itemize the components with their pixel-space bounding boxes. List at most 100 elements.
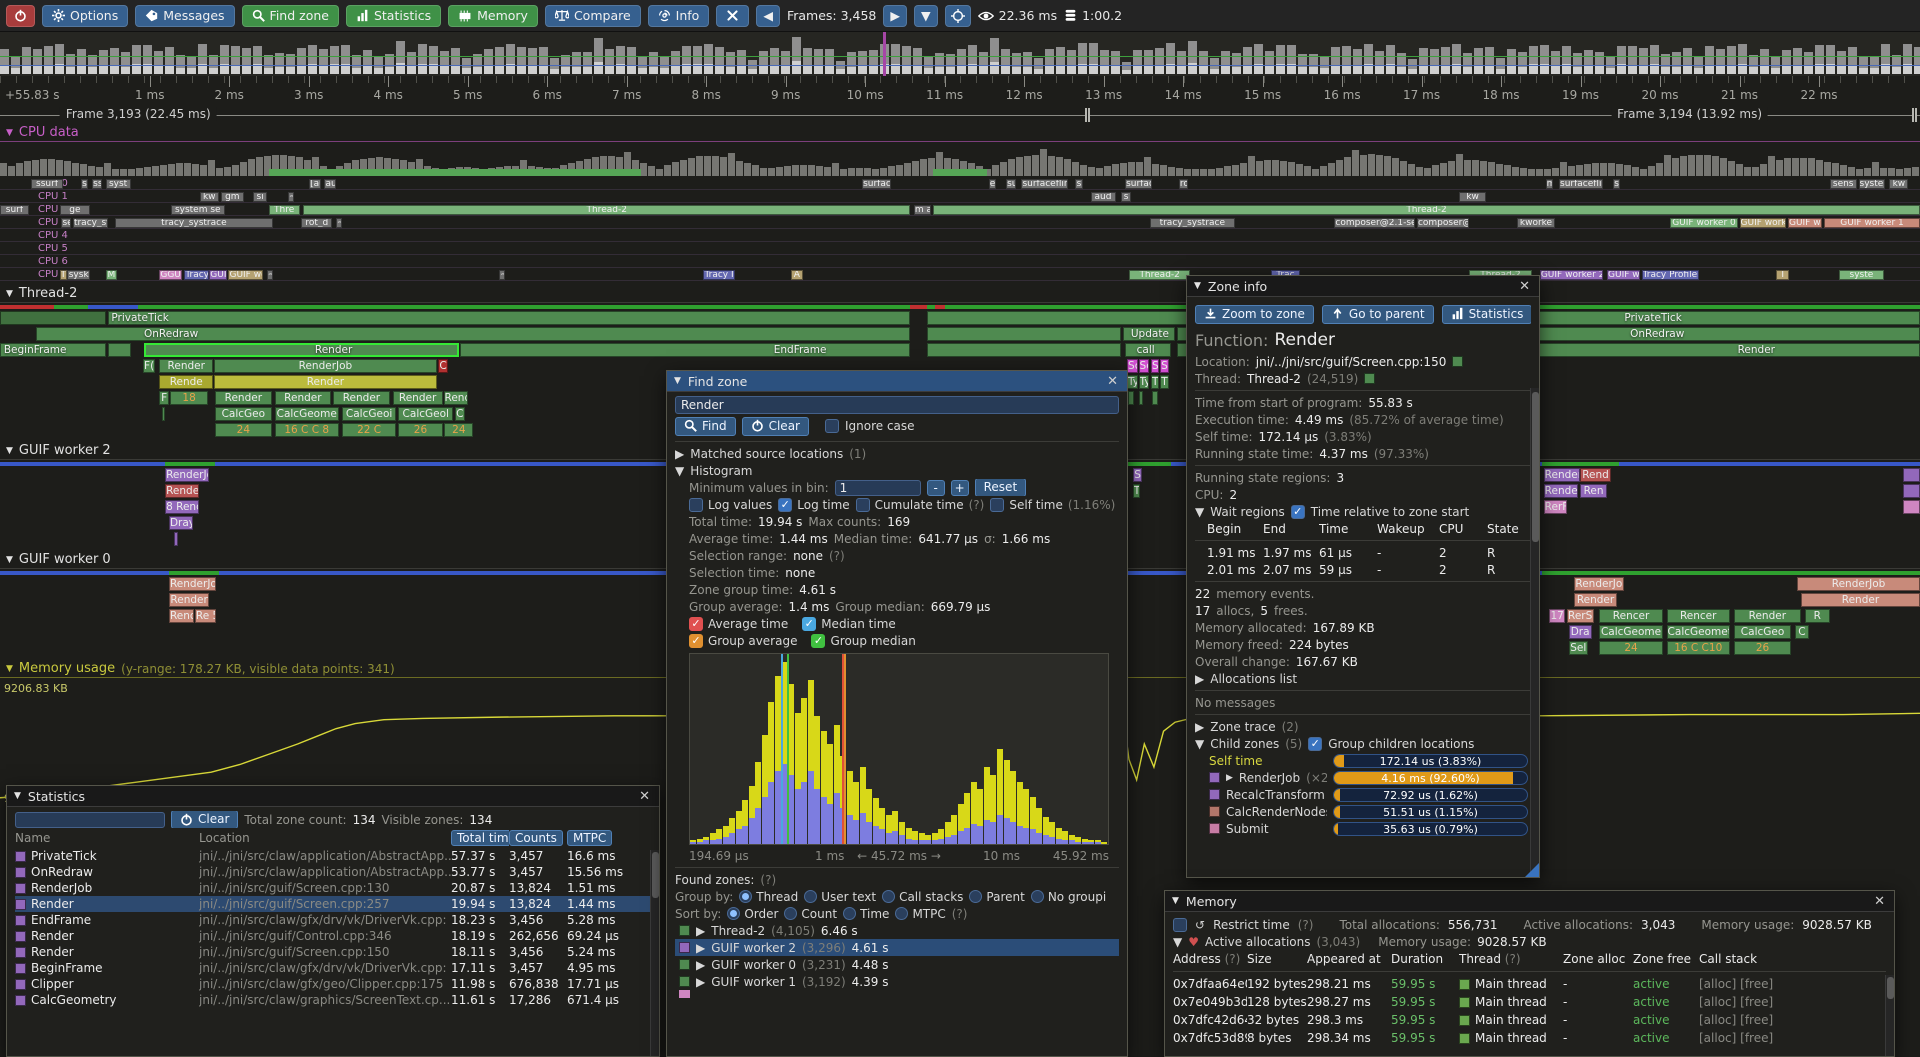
frame-bar[interactable] [77,48,86,74]
frame-bar[interactable] [869,49,878,74]
zone[interactable]: Render [1733,609,1801,623]
find-zone-button[interactable]: Find zone [241,4,339,27]
frame-bar[interactable] [1111,51,1120,74]
zone[interactable]: Dray [168,516,193,530]
frame-bar[interactable] [1529,45,1538,74]
messages-button[interactable]: Messages [135,4,235,27]
zone[interactable] [162,407,166,421]
group-by-no-groupi[interactable]: No groupi [1030,890,1106,904]
frame-bar[interactable] [671,51,680,74]
frame-bar[interactable] [209,55,218,74]
statistics-panel-header[interactable]: ▼ Statistics ✕ [7,786,659,807]
cpu-zone-chip[interactable]: Thread-2 [933,205,1920,215]
frame-bar[interactable] [770,47,779,74]
frame-bar[interactable] [319,48,328,74]
frame-bar[interactable] [110,48,119,74]
frame-bar[interactable] [825,48,834,74]
frame-bar[interactable] [1837,51,1846,74]
zone-info-scrollbar[interactable] [1530,388,1539,877]
frame-bar[interactable] [165,46,174,74]
frame-bar[interactable] [1353,48,1362,74]
frame-bar[interactable] [1793,47,1802,74]
cpu-zone-chip[interactable]: m [1545,179,1554,189]
zone[interactable]: 24 [215,423,272,437]
wait-region-row[interactable]: 1.91 ms 1.97 ms 61 μs -2 R [1207,545,1496,560]
radio-icon[interactable] [804,890,818,903]
frame-bar[interactable] [1518,52,1527,74]
frame-bar[interactable] [814,48,823,74]
cpu-zone-chip[interactable]: surfaceflinge [1559,179,1604,189]
frame-bar[interactable] [649,52,658,74]
zone[interactable] [107,311,911,325]
zone[interactable]: 16 C C 8 [274,423,339,437]
frame-bar[interactable] [330,45,339,74]
check-log-time[interactable]: ✓ Log time [778,497,850,512]
frame-bar[interactable] [1738,44,1747,74]
sort-by-order[interactable]: Order [727,907,778,921]
zone[interactable] [1152,391,1158,405]
zone[interactable]: CalcGeome [1599,625,1663,639]
min-bin-input[interactable] [834,479,921,496]
frame-bar[interactable] [154,50,163,74]
table-row[interactable]: Render jni/../jni/src/guif/Screen.cpp:257… [15,896,651,912]
cpu-zone-chip[interactable]: surfaceflinge [1021,179,1068,189]
frame-bar[interactable] [704,44,713,74]
scrollbar-thumb[interactable] [652,852,659,898]
cpu-zone-chip[interactable]: tracy_systrace [1150,218,1235,228]
frame-bar[interactable] [198,44,207,74]
found-zone-group[interactable]: ▶ GUIF worker 0 (3,231) 4.48 s [675,956,1119,973]
zone[interactable]: Render [1574,593,1617,607]
cpu-zone-chip[interactable]: au [324,179,336,189]
zone[interactable]: C [1795,625,1809,639]
zone[interactable]: RenderJob [168,577,216,591]
alloc-link[interactable]: [alloc] [1699,1031,1737,1045]
zone[interactable] [1125,343,1172,357]
options-button[interactable]: Options [42,4,129,27]
table-row[interactable]: PrivateTick jni/../jni/src/claw/applicati… [15,848,651,864]
cpu-zone-chip[interactable]: s [1075,179,1083,189]
frame-bar[interactable] [792,37,801,74]
zone[interactable]: Render [214,375,437,389]
frame-bar[interactable] [1023,52,1032,74]
frame-bar[interactable] [385,53,394,74]
checkbox-icon[interactable] [855,497,870,512]
zone[interactable]: Re 5 [194,609,216,623]
table-row[interactable]: Render jni/../jni/src/guif/Control.cpp:34… [15,928,651,944]
frame-bar[interactable] [1067,49,1076,74]
frame-bar[interactable] [253,45,262,74]
frame-label-left[interactable]: Frame 3,193 (22.45 ms) [59,107,217,121]
prev-frame-button[interactable]: ◀ [756,4,780,27]
zone[interactable]: RerFl [1543,500,1567,514]
zone[interactable]: Rende [159,375,214,389]
frame-bar[interactable] [473,53,482,74]
frame-bar[interactable] [1617,45,1626,74]
frame-bar[interactable] [1122,61,1131,74]
zone[interactable] [144,343,459,357]
frame-bar[interactable] [1474,47,1483,74]
histogram-section-header[interactable]: ▼ Histogram [675,463,753,478]
frame-bar[interactable] [418,44,427,74]
frame-bar[interactable] [1650,44,1659,74]
table-row[interactable]: Clipper jni/../jni/src/claw/gfx/geo/Clipp… [15,976,651,992]
frame-bar[interactable] [1309,53,1318,74]
next-frame-button[interactable]: ▶ [883,4,908,27]
active-allocations-header[interactable]: ▼ ♥ Active allocations (3,043) Memory usage:… [1173,934,1547,949]
cpu-zone-chip[interactable]: s [1121,192,1131,202]
zone[interactable]: RenderJol [1574,577,1625,591]
close-icon[interactable]: ✕ [1107,373,1118,389]
restrict-time-checkbox[interactable] [1173,917,1187,932]
frame-bar[interactable] [847,52,856,74]
frame-bar[interactable] [352,54,361,74]
frame-bar[interactable] [1001,48,1010,74]
checkbox-icon[interactable]: ✓ [778,497,793,512]
zone[interactable]: S [1151,359,1159,373]
frame-bar[interactable] [1210,58,1219,74]
zone[interactable] [927,343,1122,357]
zone[interactable]: Render [159,359,214,373]
info-button[interactable]: Info [647,4,710,27]
zone[interactable]: T [1159,375,1170,389]
frame-bar[interactable] [1177,51,1186,74]
frame-bar[interactable] [1232,53,1241,74]
frame-bar[interactable] [946,54,955,74]
zone[interactable] [927,327,1122,341]
